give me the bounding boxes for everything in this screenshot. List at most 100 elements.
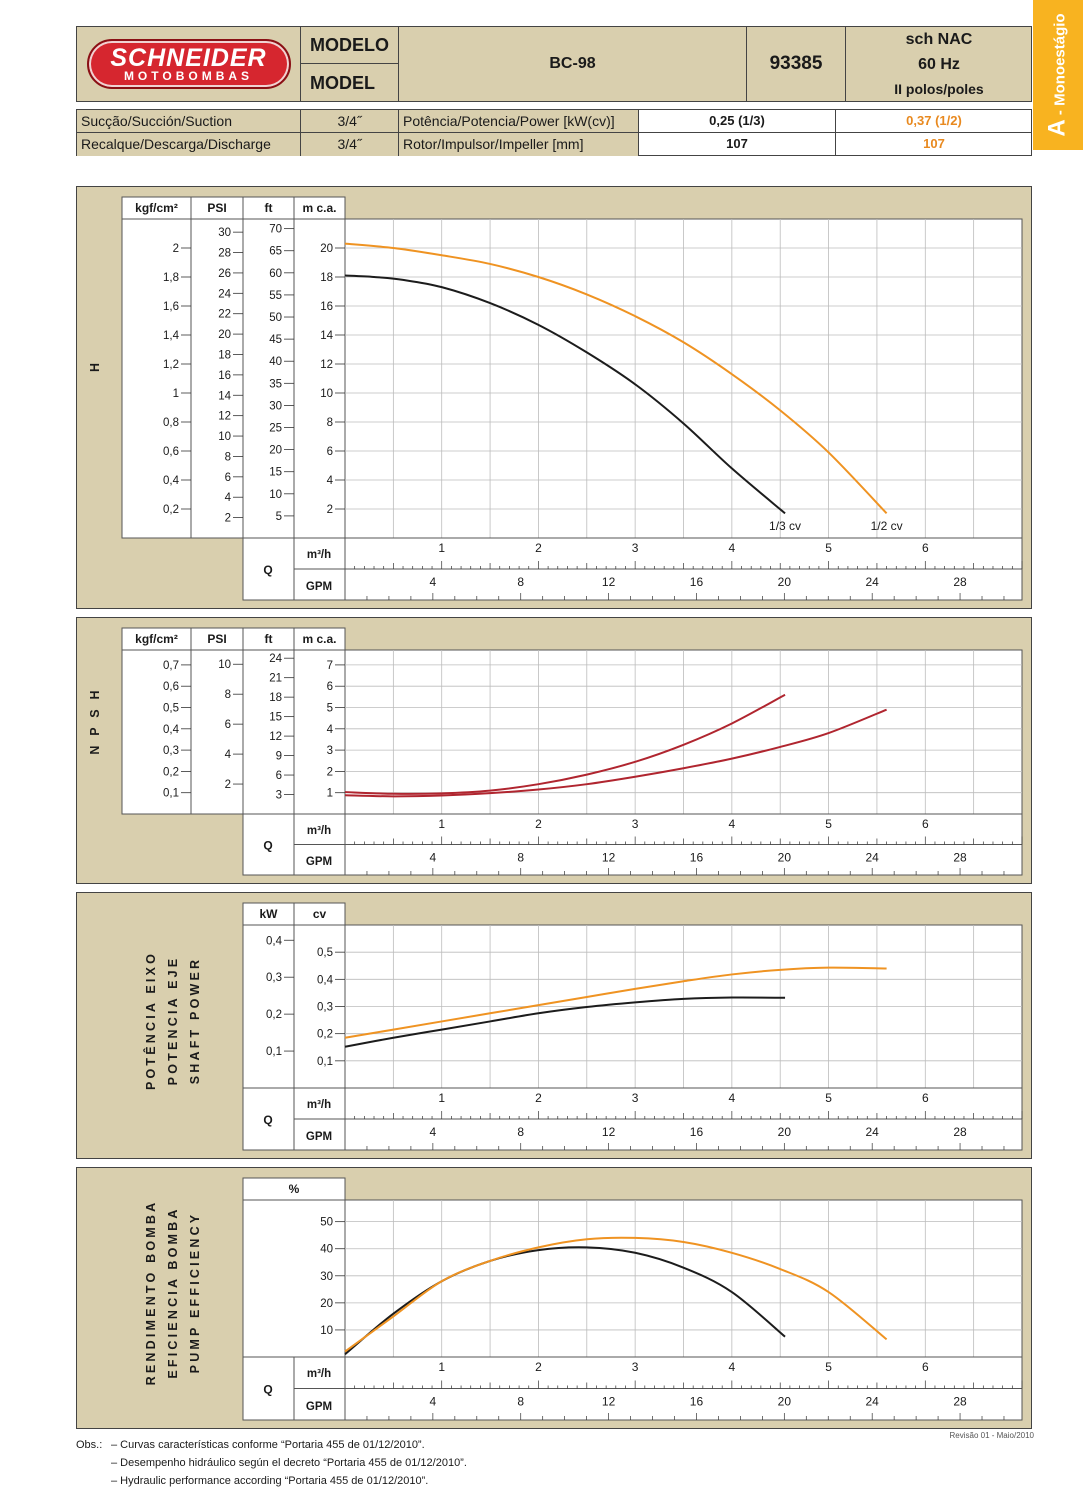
scale-tick-label: 6 [225,472,231,484]
x-tick-label-gpm: 28 [953,851,967,865]
x-axis-m3h-label: m³/h [307,549,331,561]
side-label: POTENCIA EJE [166,956,180,1086]
scale-tick-label: 4 [327,475,334,487]
x-tick-label-m3h: 3 [632,541,639,555]
scale-header-kgf/cm²: kgf/cm² [135,632,178,646]
scale-tick-label: 16 [320,301,333,313]
scale-tick-label: 1 [173,388,179,400]
discharge-value: 3/4˝ [300,133,398,156]
side-label: SHAFT POWER [188,957,202,1085]
power-series-half-cv [344,966,887,1039]
scale-tick-label: 20 [320,243,333,255]
power-label: Potência/Potencia/Power [kW(cv)] [398,110,638,132]
efficiency-series-half-cv [344,1236,888,1353]
x-tick-label-m3h: 6 [922,1360,929,1374]
scale-header-cv: cv [313,907,327,921]
x-tick-label-m3h: 5 [825,541,832,555]
power-series-third-cv [344,996,786,1048]
scale-tick-label: 10 [218,431,231,443]
scale-tick-label: 0,4 [317,974,334,986]
scale-header-kgf/cm²: kgf/cm² [135,201,178,215]
x-tick-label-m3h: 6 [922,817,929,831]
x-tick-label-gpm: 24 [866,1395,880,1409]
scale-tick-label: 8 [327,417,333,429]
scale-tick-label: 0,1 [163,788,179,800]
scale-tick-label: 0,4 [266,935,283,947]
x-tick-label-m3h: 1 [438,541,445,555]
scale-tick-label: 2 [327,504,333,516]
scale-tick-label: 28 [218,248,231,260]
x-tick-label-gpm: 8 [517,575,524,589]
x-tick-label-gpm: 24 [866,1125,880,1139]
x-tick-label-gpm: 16 [690,575,704,589]
obs-line-3: – Hydraulic performance according “Porta… [111,1475,429,1487]
scale-tick-label: 18 [269,692,282,704]
scale-header-m c.a.: m c.a. [302,201,336,215]
scale-tick-label: 16 [218,370,231,382]
x-tick-label-gpm: 28 [953,1395,967,1409]
npsh-chart-panel: kgf/cm² 0,7 0,6 0,5 0,4 0,3 0,2 0,1 PSI 10 8 6 4 2 ft 2… [76,617,1032,884]
obs-line-2: – Desempenho hidráulico según el decreto… [111,1457,467,1469]
scale-tick-label: 0,5 [163,703,179,715]
scale-tick-label: 8 [225,451,231,463]
x-tick-label-m3h: 1 [438,817,445,831]
scale-tick-label: 6 [327,446,333,458]
rotor-label: Rotor/Impulsor/Impeller [mm] [398,133,638,156]
side-label: RENDIMENTO BOMBA [144,1200,158,1386]
scale-tick-label: 0,2 [163,504,179,516]
scale-tick-label: 20 [320,1298,333,1310]
x-tick-label-m3h: 3 [632,817,639,831]
efficiency-series-third-cv [344,1246,786,1356]
scale-tick-label: 5 [276,511,282,523]
scale-tick-label: 30 [218,227,231,239]
scale-columns [242,1177,346,1358]
side-label: PUMP EFFICIENCY [188,1212,202,1374]
scale-tick-label: 40 [320,1244,333,1256]
scale-tick-label: 50 [269,312,282,324]
x-tick-label-gpm: 16 [690,1125,704,1139]
model-label: MODELO MODEL [300,27,398,101]
efficiency-chart-svg: % 50 40 30 20 10 RENDIMENTO BOMBA EFICIENCIA BO… [144,1177,1023,1421]
scale-tick-label: 0,2 [266,1009,282,1021]
scale-tick-label: 2 [173,243,179,255]
scale-header-PSI: PSI [207,201,226,215]
section-name: - Monoestágio [1052,13,1070,120]
scale-tick-label: 18 [218,349,231,361]
model-name: BC-98 [398,27,746,101]
scale-tick-label: 0,5 [317,947,333,959]
scale-tick-label: 0,4 [163,475,180,487]
scale-tick-label: 0,6 [163,681,179,693]
scale-tick-label: 55 [269,290,282,302]
x-tick-label-m3h: 4 [729,817,736,831]
x-axis-gpm-label: GPM [306,581,332,593]
scale-tick-label: 0,2 [163,766,179,778]
scale-tick-label: 10 [269,489,282,501]
x-tick-label-gpm: 8 [517,1395,524,1409]
scale-tick-label: 0,6 [163,446,179,458]
scale-tick-label: 20 [269,445,282,457]
scale-tick-label: 4 [327,724,334,736]
scale-tick-label: 1,8 [163,272,179,284]
scale-tick-label: 6 [327,681,333,693]
discharge-label: Recalque/Descarga/Discharge [77,133,300,156]
scale-tick-label: 10 [218,659,231,671]
x-tick-label-gpm: 24 [866,851,880,865]
scale-tick-label: 20 [218,329,231,341]
x-tick-label-gpm: 4 [430,575,437,589]
scale-tick-label: 15 [269,467,282,479]
x-axis-m3h-label: m³/h [307,825,331,837]
x-axis-q-label: Q [263,1383,272,1397]
scale-tick-label: 9 [276,751,282,763]
scale-tick-label: 24 [269,653,282,665]
observations: Obs.: – Curvas características conforme “… [76,1436,467,1490]
x-tick-label-m3h: 2 [535,541,542,555]
scale-tick-label: 60 [269,268,282,280]
x-tick-label-m3h: 3 [632,1091,639,1105]
head-chart-panel: kgf/cm² 2 1,8 1,6 1,4 1,2 1 0,8 0,6 0,4 0,2 PSI 30 28… [76,186,1032,609]
scale-columns [121,196,346,539]
schneider-logo: SCHNEIDER MOTOBOMBAS [86,39,291,89]
x-axis-m3h-label: m³/h [307,1368,331,1380]
x-tick-label-m3h: 2 [535,1091,542,1105]
model-label-pt: MODELO [301,26,398,64]
scale-tick-label: 15 [269,712,282,724]
